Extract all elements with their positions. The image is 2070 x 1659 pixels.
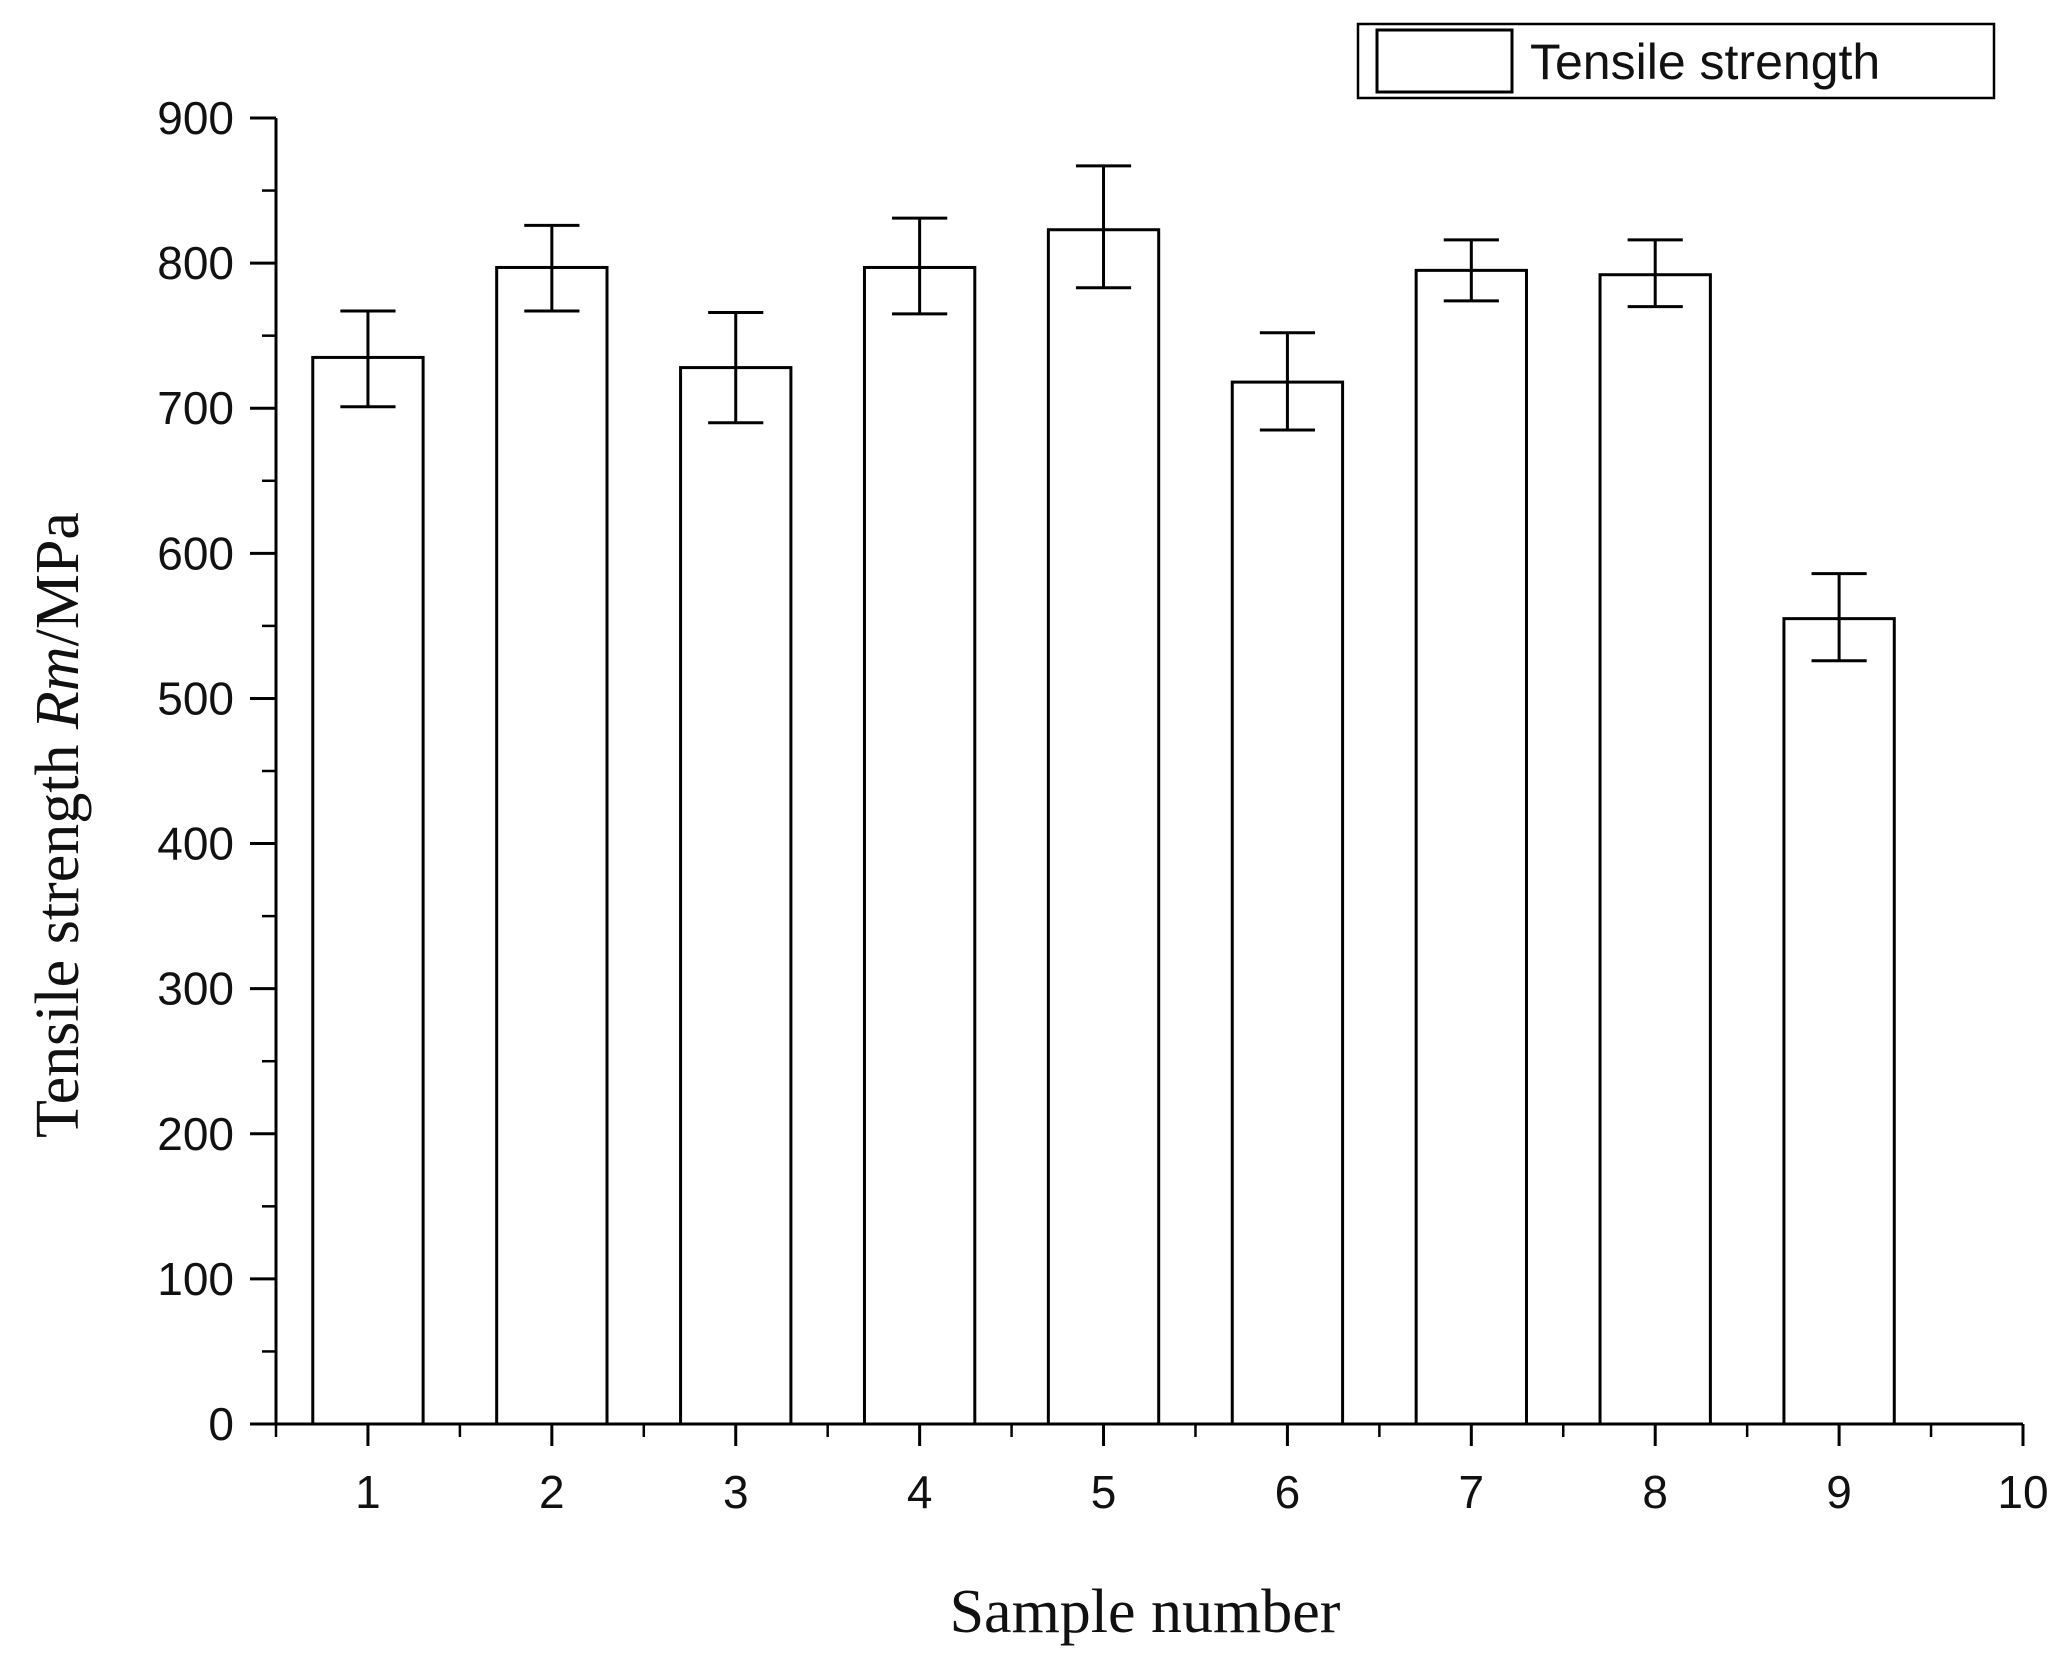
error-bar	[708, 310, 764, 425]
bar	[1414, 268, 1528, 1426]
y-ticks: 0 100 200 300 400 500 600 700 800 900	[157, 92, 276, 1450]
y-tick-label: 800	[157, 237, 234, 289]
x-ticks: 1 2 3 4 5 6 7 8 9 10	[274, 1424, 2049, 1518]
bars-layer	[311, 228, 1896, 1426]
bar	[1782, 617, 1896, 1426]
y-tick-label: 0	[208, 1398, 234, 1450]
y-tick-label: 300	[157, 963, 234, 1015]
x-tick-label: 10	[1997, 1466, 2048, 1518]
bar	[1046, 228, 1161, 1426]
y-axis-title-prefix: Tensile strength	[24, 729, 92, 1138]
error-bar	[524, 223, 580, 313]
bar	[1598, 273, 1712, 1426]
error-bar	[1259, 331, 1316, 432]
error-bar	[892, 216, 948, 316]
y-tick-label: 100	[157, 1253, 234, 1305]
bar	[311, 355, 425, 1426]
x-tick-label: 1	[355, 1466, 381, 1518]
error-bar	[1075, 164, 1132, 290]
bar	[495, 265, 609, 1426]
error-bar	[1627, 238, 1683, 309]
x-tick-label: 3	[723, 1466, 749, 1518]
errorbars-layer	[340, 164, 1867, 663]
legend-swatch	[1375, 28, 1514, 94]
y-axis-title-suffix: /MPa	[24, 512, 92, 646]
y-tick-label: 700	[157, 382, 234, 434]
bar	[1230, 380, 1345, 1426]
x-tick-label: 5	[1091, 1466, 1117, 1518]
y-tick-label: 200	[157, 1108, 234, 1160]
x-axis-title: Sample number	[950, 1578, 1341, 1646]
x-tick-label: 2	[539, 1466, 565, 1518]
y-tick-label: 500	[157, 672, 234, 724]
y-axis-title-italic: Rm	[24, 646, 92, 730]
y-tick-label: 600	[157, 527, 234, 579]
x-tick-label: 8	[1642, 1466, 1668, 1518]
x-tick-label: 4	[907, 1466, 933, 1518]
legend-label: Tensile strength	[1530, 34, 1880, 90]
y-tick-label: 400	[157, 818, 234, 870]
error-bar	[1811, 572, 1867, 663]
x-tick-label: 9	[1826, 1466, 1852, 1518]
x-tick-label: 6	[1275, 1466, 1301, 1518]
error-bar	[340, 309, 396, 409]
y-axis-title: Tensile strength Rm/MPa	[24, 512, 92, 1138]
x-tick-label: 7	[1459, 1466, 1485, 1518]
bar	[679, 366, 793, 1426]
legend: Tensile strength	[1356, 22, 1996, 100]
bar	[862, 265, 977, 1426]
error-bar	[1443, 238, 1499, 303]
y-tick-label: 900	[157, 92, 234, 144]
